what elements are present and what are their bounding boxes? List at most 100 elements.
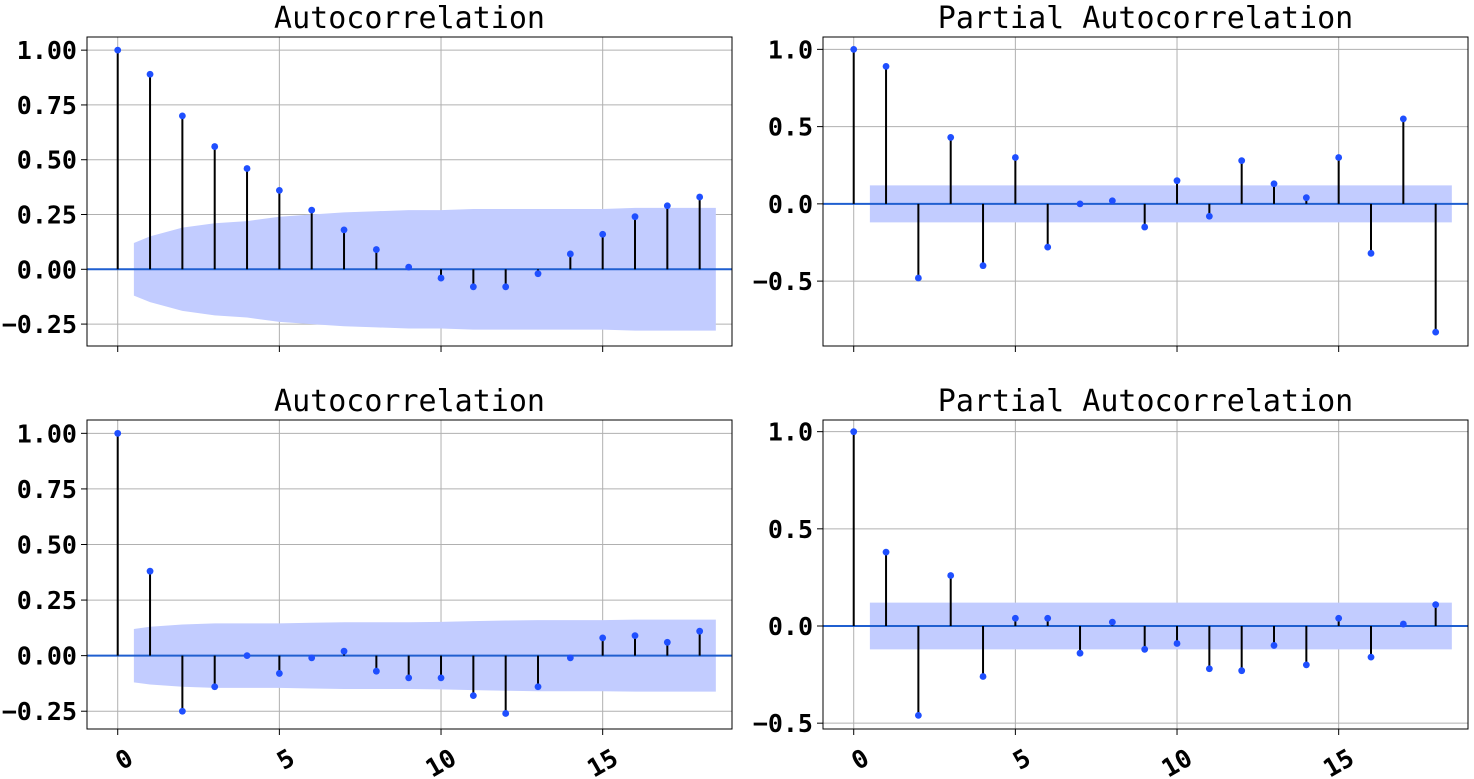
marker-lag-14 <box>1302 661 1310 669</box>
marker-lag-1 <box>146 70 154 78</box>
marker-lag-7 <box>340 226 348 234</box>
x-tick-label: 10 <box>1157 743 1198 779</box>
marker-lag-1 <box>882 548 890 556</box>
x-tick-label: 5 <box>1008 743 1036 776</box>
y-tick-label: 0.00 <box>17 642 77 671</box>
marker-lag-1 <box>882 62 890 70</box>
marker-lag-4 <box>243 165 251 172</box>
marker-lag-17 <box>663 638 671 646</box>
marker-lag-13 <box>534 683 542 691</box>
marker-lag-3 <box>211 683 219 691</box>
marker-lag-8 <box>1108 197 1116 205</box>
y-tick-label: −0.5 <box>753 709 813 738</box>
marker-lag-3 <box>947 572 955 579</box>
marker-lag-2 <box>178 707 186 715</box>
y-tick-label: 0.75 <box>17 91 77 120</box>
marker-lag-4 <box>979 673 987 680</box>
y-tick-label: 0.25 <box>17 586 77 615</box>
marker-lag-6 <box>1044 614 1052 622</box>
marker-lag-15 <box>599 230 607 238</box>
marker-lag-7 <box>1076 649 1084 657</box>
marker-lag-10 <box>437 674 445 682</box>
marker-lag-14 <box>566 250 574 258</box>
axes-frame <box>86 419 733 730</box>
y-tick-label: 0.00 <box>17 255 77 284</box>
marker-lag-13 <box>1270 180 1278 188</box>
marker-lag-13 <box>1270 642 1278 649</box>
x-tick-label: 0 <box>846 743 874 776</box>
marker-lag-11 <box>469 692 477 700</box>
marker-lag-3 <box>947 134 955 141</box>
marker-lag-9 <box>1141 223 1149 231</box>
marker-lag-12 <box>1238 667 1246 675</box>
y-tick-label: 0.0 <box>768 190 813 219</box>
y-tick-label: 1.00 <box>17 419 77 448</box>
y-tick-label: 1.0 <box>768 418 813 447</box>
marker-lag-8 <box>1108 618 1116 626</box>
y-tick-label: −0.25 <box>2 310 77 339</box>
axes-frame <box>822 36 1469 347</box>
marker-lag-3 <box>211 143 219 150</box>
panel-title: Autocorrelation <box>274 384 545 419</box>
marker-lag-5 <box>1011 154 1019 161</box>
acf-panel-bottom: −0.25 0.00 0.25 0.50 0.75 1.00 0 5 10 15 Autocorre… <box>2 384 733 779</box>
x-tick-label: 15 <box>582 743 623 779</box>
marker-lag-8 <box>372 667 380 675</box>
x-tick-label: 0 <box>110 743 138 776</box>
axes-frame <box>86 36 733 347</box>
marker-lag-17 <box>1399 115 1407 123</box>
marker-lag-5 <box>1011 614 1019 622</box>
marker-lag-8 <box>372 246 380 253</box>
marker-lag-11 <box>1205 665 1213 673</box>
marker-lag-5 <box>275 670 283 677</box>
marker-lag-9 <box>1141 645 1149 653</box>
y-tick-label: 0.50 <box>17 146 77 175</box>
pacf-panel-bottom: −0.5 0.0 0.5 1.0 0 5 10 15 Partial Autocorrelati… <box>753 384 1469 779</box>
marker-lag-10 <box>1173 177 1181 185</box>
marker-lag-16 <box>631 632 639 640</box>
y-tick-label: 0.25 <box>17 201 77 230</box>
marker-lag-18 <box>696 627 704 635</box>
marker-lag-0 <box>850 45 858 53</box>
marker-lag-9 <box>405 674 413 682</box>
marker-lag-18 <box>1432 601 1440 609</box>
marker-lag-4 <box>243 652 251 660</box>
marker-lag-16 <box>1367 653 1375 661</box>
x-tick-label: 5 <box>272 743 300 776</box>
marker-lag-4 <box>979 262 987 270</box>
panel-title: Autocorrelation <box>274 1 545 36</box>
y-tick-label: 0.5 <box>768 113 813 142</box>
marker-lag-0 <box>114 46 122 54</box>
marker-lag-2 <box>914 711 922 719</box>
y-tick-label: −0.25 <box>2 697 77 726</box>
marker-lag-18 <box>1432 328 1440 336</box>
marker-lag-15 <box>1335 154 1343 161</box>
marker-lag-11 <box>469 283 477 291</box>
y-tick-label: 0.75 <box>17 475 77 504</box>
marker-lag-11 <box>1205 212 1213 220</box>
panel-title: Partial Autocorrelation <box>938 1 1353 36</box>
y-tick-label: 1.00 <box>17 36 77 65</box>
y-tick-label: −0.5 <box>753 267 813 296</box>
marker-lag-12 <box>1238 157 1246 165</box>
marker-lag-9 <box>405 263 413 271</box>
marker-lag-7 <box>340 647 348 655</box>
y-tick-label: 1.0 <box>768 35 813 64</box>
marker-lag-12 <box>502 283 510 291</box>
y-tick-label: 0.50 <box>17 530 77 559</box>
x-tick-label: 15 <box>1318 743 1359 779</box>
y-tick-label: 0.5 <box>768 515 813 544</box>
marker-lag-16 <box>1367 249 1375 257</box>
marker-lag-10 <box>1173 640 1181 647</box>
marker-lag-0 <box>850 428 858 436</box>
marker-lag-6 <box>308 206 316 214</box>
acf-panel-top: −0.25 0.00 0.25 0.50 0.75 1.00 Autocorrelation <box>2 1 733 352</box>
marker-lag-1 <box>146 567 154 575</box>
marker-lag-2 <box>914 274 922 282</box>
pacf-panel-top: −0.5 0.0 0.5 1.0 Partial Autocorrelation <box>753 1 1469 352</box>
marker-lag-14 <box>566 654 574 662</box>
x-tick-label: 10 <box>421 743 462 779</box>
axes-frame <box>822 419 1469 730</box>
marker-lag-6 <box>308 654 316 662</box>
